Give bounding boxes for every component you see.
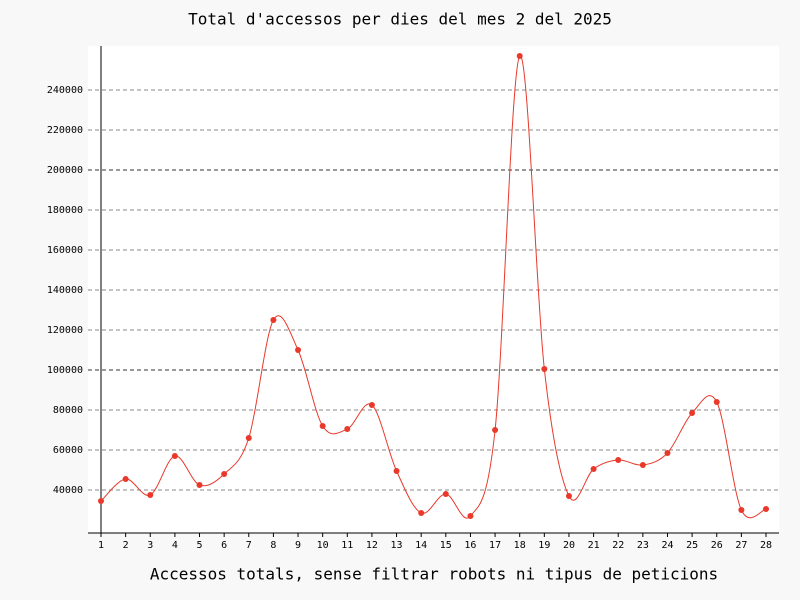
y-tick-label: 160000: [47, 245, 83, 256]
data-point: [245, 435, 252, 441]
data-point: [467, 513, 474, 519]
x-tick-label: 25: [686, 540, 698, 551]
y-tick-label: 80000: [53, 405, 83, 416]
data-point: [590, 466, 597, 472]
x-tick-label: 7: [246, 540, 252, 551]
x-tick-label: 19: [538, 540, 550, 551]
data-point: [344, 426, 351, 432]
x-tick-label: 16: [464, 540, 476, 551]
x-axis-label: Accessos totals, sense filtrar robots ni…: [150, 565, 718, 584]
data-point: [541, 366, 548, 372]
x-tick-label: 5: [197, 540, 203, 551]
data-point: [196, 482, 203, 488]
y-tick-label: 120000: [47, 325, 83, 336]
data-point: [442, 491, 449, 497]
data-point: [418, 510, 425, 516]
x-tick-label: 21: [588, 540, 600, 551]
y-tick-label: 140000: [47, 285, 83, 296]
data-point: [492, 427, 499, 433]
data-point: [516, 53, 523, 59]
x-tick-label: 6: [221, 540, 227, 551]
data-point: [738, 507, 745, 513]
data-point: [393, 468, 400, 474]
data-point: [713, 399, 720, 405]
x-tick-label: 24: [661, 540, 673, 551]
data-point: [221, 471, 228, 477]
x-tick-label: 20: [563, 540, 575, 551]
x-tick-label: 8: [270, 540, 276, 551]
x-tick-label: 17: [489, 540, 501, 551]
x-tick-label: 23: [637, 540, 649, 551]
x-tick-label: 14: [415, 540, 427, 551]
y-tick-label: 60000: [53, 445, 83, 456]
y-tick-label: 200000: [47, 165, 83, 176]
data-point: [122, 476, 129, 482]
data-point: [147, 492, 154, 498]
x-tick-label: 4: [172, 540, 178, 551]
x-tick-label: 22: [612, 540, 624, 551]
x-tick-label: 26: [711, 540, 723, 551]
y-tick-label: 240000: [47, 85, 83, 96]
y-tick-label: 40000: [53, 485, 83, 496]
chart-title: Total d'accessos per dies del mes 2 del …: [188, 10, 612, 29]
x-tick-label: 27: [735, 540, 747, 551]
x-tick-label: 18: [514, 540, 526, 551]
x-tick-label: 9: [295, 540, 301, 551]
x-tick-label: 28: [760, 540, 772, 551]
x-tick-label: 12: [366, 540, 378, 551]
data-point: [763, 506, 769, 512]
data-point: [615, 457, 622, 463]
data-point: [98, 498, 104, 504]
data-point: [171, 453, 178, 459]
x-tick-label: 15: [440, 540, 452, 551]
data-point: [270, 317, 277, 323]
x-tick-label: 11: [341, 540, 353, 551]
y-tick-label: 100000: [47, 365, 83, 376]
data-point: [565, 493, 572, 499]
data-point: [295, 347, 302, 353]
x-tick-label: 10: [317, 540, 329, 551]
data-point: [639, 462, 646, 468]
x-tick-label: 1: [98, 540, 104, 551]
data-point: [689, 410, 696, 416]
data-point: [319, 423, 326, 429]
x-tick-label: 3: [147, 540, 153, 551]
data-point: [368, 402, 375, 408]
x-tick-label: 13: [391, 540, 403, 551]
x-tick-label: 2: [123, 540, 129, 551]
y-tick-label: 220000: [47, 125, 83, 136]
y-tick-label: 180000: [47, 205, 83, 216]
data-point: [664, 450, 671, 456]
